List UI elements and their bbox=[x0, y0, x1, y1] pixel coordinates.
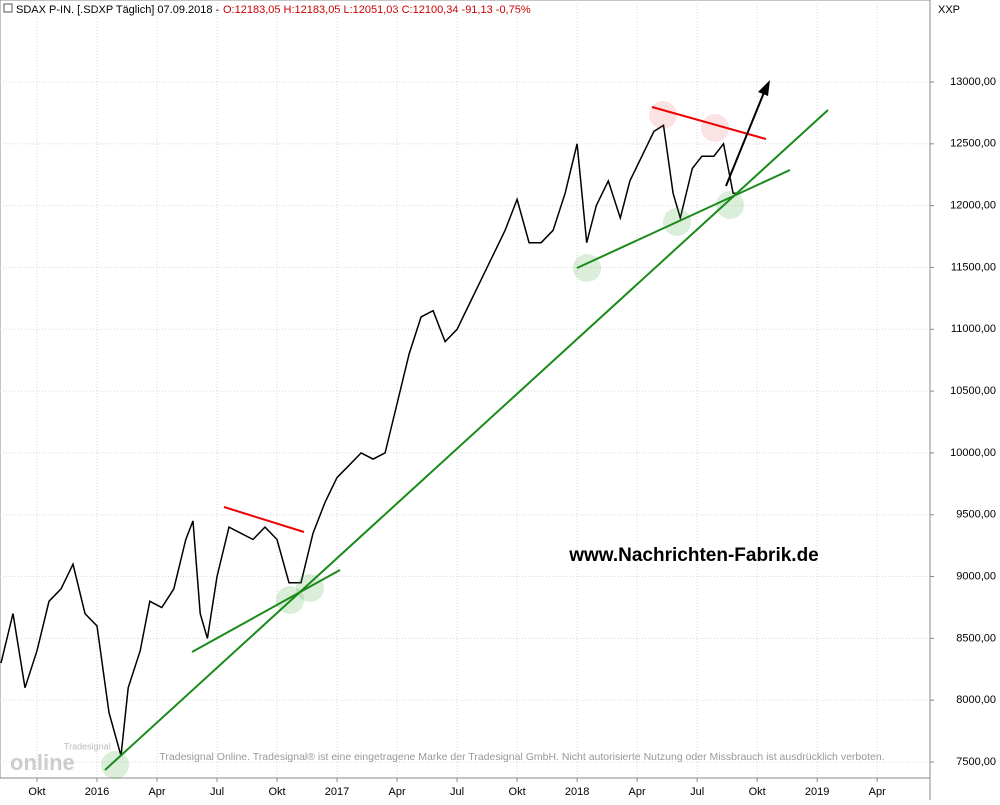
highlight bbox=[296, 574, 324, 602]
x-tick-label: Jul bbox=[450, 786, 464, 798]
plot-frame bbox=[0, 0, 931, 779]
x-tick-label: Okt bbox=[268, 786, 285, 798]
y-tick-label: 12500,00 bbox=[950, 138, 996, 150]
y-tick-label: 7500,00 bbox=[956, 756, 996, 768]
highlight bbox=[101, 751, 129, 779]
highlight bbox=[649, 101, 677, 129]
x-tick-label: Apr bbox=[869, 786, 886, 798]
resistance-line bbox=[223, 506, 305, 533]
y-tick-label: 9000,00 bbox=[956, 570, 996, 582]
y-tick-label: 8500,00 bbox=[956, 632, 996, 644]
plot bbox=[0, 0, 930, 775]
disclaimer: Tradesignal Online. Tradesignal® ist ein… bbox=[159, 751, 884, 763]
y-tick-label: 8000,00 bbox=[956, 694, 996, 706]
trend-line bbox=[191, 569, 341, 653]
x-tick-label: Jul bbox=[690, 786, 704, 798]
price-line bbox=[0, 124, 741, 757]
x-tick-label: Okt bbox=[749, 786, 766, 798]
header-ohlc: O:12183,05 H:12183,05 L:12051,03 C:12100… bbox=[223, 4, 531, 16]
annotations bbox=[101, 80, 829, 779]
logo: online bbox=[10, 750, 75, 775]
highlight bbox=[716, 191, 744, 219]
axis-name: XXP bbox=[938, 4, 960, 16]
menu-icon[interactable] bbox=[3, 3, 13, 13]
y-tick-label: 10000,00 bbox=[950, 447, 996, 459]
x-tick-label: Jul bbox=[210, 786, 224, 798]
y-tick-label: 12000,00 bbox=[950, 200, 996, 212]
x-tick-label: 2017 bbox=[325, 786, 349, 798]
x-tick-label: Okt bbox=[28, 786, 45, 798]
y-tick-label: 9500,00 bbox=[956, 509, 996, 521]
x-tick-label: 2016 bbox=[85, 786, 109, 798]
y-tick-label: 13000,00 bbox=[950, 76, 996, 88]
x-tick-label: Apr bbox=[629, 786, 646, 798]
arrow-head bbox=[758, 80, 770, 96]
x-tick-label: Okt bbox=[509, 786, 526, 798]
watermark: www.Nachrichten-Fabrik.de bbox=[568, 545, 819, 566]
y-tick-label: 10500,00 bbox=[950, 385, 996, 397]
header-instrument: SDAX P-IN. [.SDXP Täglich] 07.09.2018 - bbox=[16, 4, 220, 16]
trend-line bbox=[104, 109, 829, 771]
y-tick-label: 11500,00 bbox=[951, 261, 996, 273]
x-tick-label: Apr bbox=[148, 786, 165, 798]
logo-small: Tradesignal bbox=[64, 741, 111, 751]
trend-line bbox=[576, 169, 791, 269]
arrow bbox=[725, 89, 766, 187]
highlight bbox=[701, 114, 729, 142]
y-tick-label: 11000,00 bbox=[951, 323, 996, 335]
x-tick-label: 2018 bbox=[565, 786, 589, 798]
x-tick-label: 2019 bbox=[805, 786, 829, 798]
x-tick-label: Apr bbox=[388, 786, 405, 798]
